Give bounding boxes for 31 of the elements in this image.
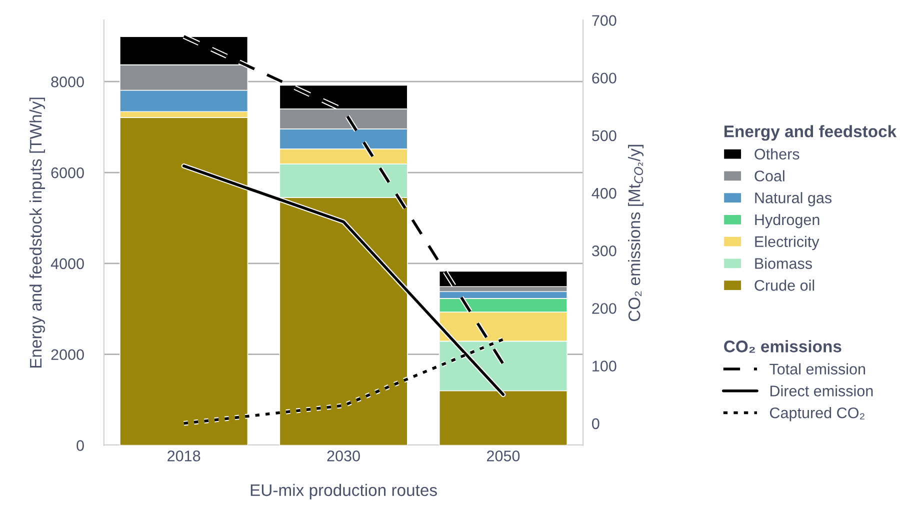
text: CO₂ emissions (724, 340, 842, 353)
y2-tick-label: 400 (592, 188, 616, 199)
text: Energy and feedstock (724, 125, 897, 141)
y2-tick-label: 100 (592, 360, 616, 372)
y-axis-title: Energy and feedstock inputs [TWh/y] (29, 98, 45, 368)
x-tick-label: 2030 (327, 450, 360, 462)
legend-label: Crude oil (754, 280, 814, 291)
x-axis-title: EU-mix production routes (250, 484, 437, 500)
y2-tick-label: 600 (592, 72, 616, 84)
legend-label: Hydrogen (755, 214, 820, 228)
y-tick-label: 0 (76, 440, 84, 451)
y-tick-label: 4000 (50, 258, 84, 270)
y2-tick-label: 500 (592, 130, 616, 142)
x-tick-label: 2050 (487, 450, 520, 462)
y-tick-label: 2000 (51, 349, 84, 360)
y-tick-label: 6000 (51, 167, 84, 178)
y2-tick-label: 0 (592, 418, 600, 430)
y2-axis-title: CO₂ emissions [Mt$_{CO₂}$/y] (628, 144, 644, 322)
legend-label: Others (754, 148, 800, 160)
legend-label: Natural gas (755, 192, 832, 206)
legend-label: Captured CO₂ (770, 407, 864, 422)
legend-label: Direct emission (770, 385, 873, 396)
legend-label: Electricity (755, 236, 820, 250)
x-tick-label: 2018 (168, 450, 200, 462)
y2-tick-label: 200 (592, 303, 616, 314)
legend-label: Biomass (755, 258, 812, 269)
legend-label: Total emission (770, 363, 866, 375)
y2-tick-label: 700 (592, 15, 616, 26)
legend-label: Coal (754, 170, 784, 182)
y-tick-label: 8000 (51, 76, 84, 88)
y2-tick-label: 300 (592, 245, 616, 256)
